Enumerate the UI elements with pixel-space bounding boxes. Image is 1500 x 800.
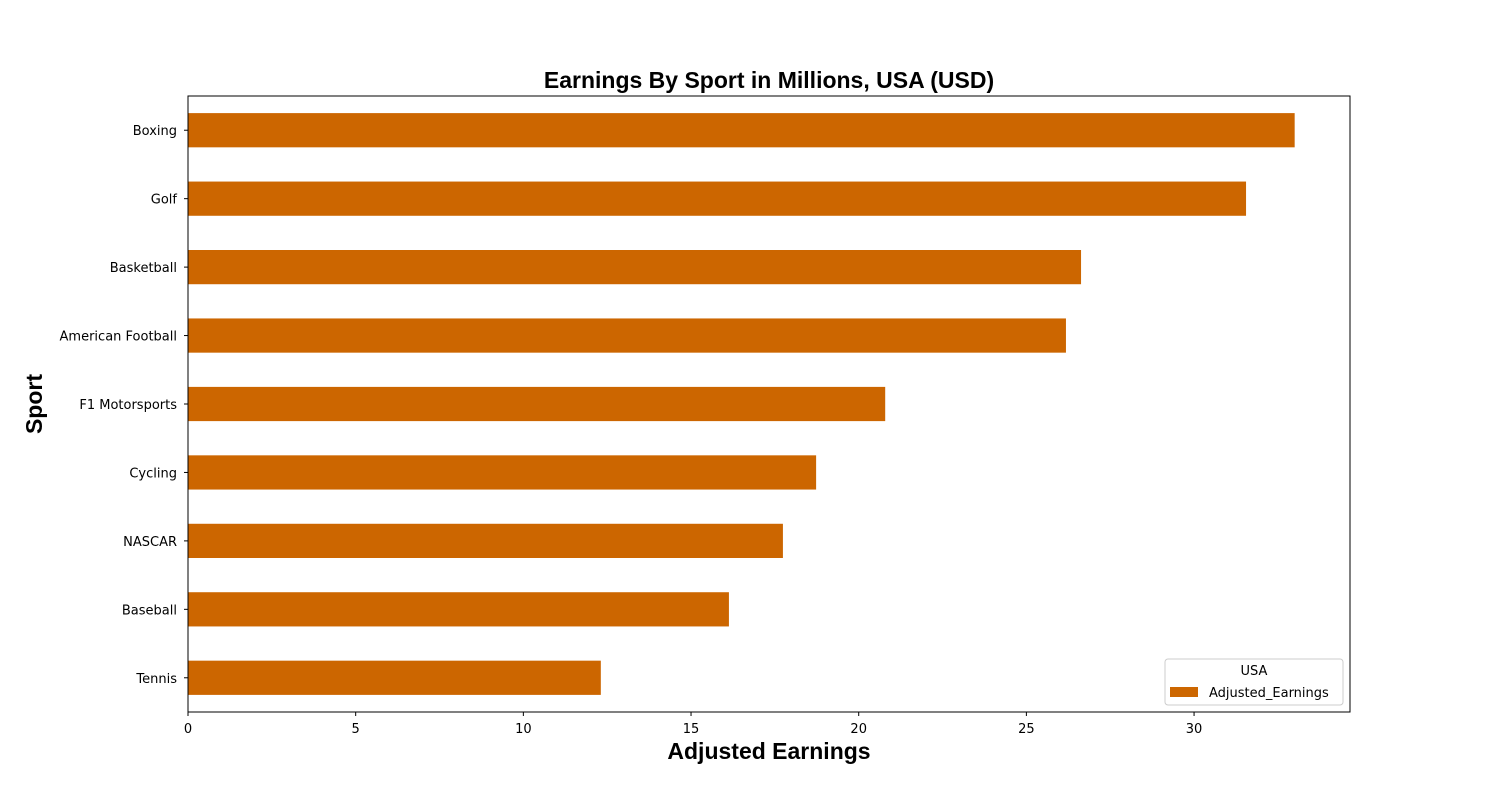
y-tick-label: Baseball — [122, 603, 177, 618]
y-tick-label: F1 Motorsports — [79, 398, 177, 413]
legend-entry-label: Adjusted_Earnings — [1209, 686, 1329, 701]
y-tick-label: American Football — [60, 330, 177, 345]
chart-title: Earnings By Sport in Millions, USA (USD) — [544, 67, 994, 93]
x-tick-label: 15 — [683, 722, 700, 737]
y-tick-label: Golf — [151, 193, 178, 208]
legend-title: USA — [1241, 664, 1268, 679]
legend-box — [1164, 658, 1344, 706]
x-tick-label: 0 — [184, 722, 192, 737]
bar-tennis — [188, 660, 601, 695]
y-tick-label: Tennis — [135, 672, 177, 687]
bars-group — [188, 113, 1295, 695]
y-ticks-group: Boxing Golf Basketball American Football F1 … — [60, 124, 188, 687]
x-ticks-group: 0 5 10 15 20 25 30 — [184, 712, 1202, 737]
x-tick-label: 25 — [1018, 722, 1035, 737]
bar-baseball — [188, 592, 729, 627]
x-tick-label: 10 — [515, 722, 532, 737]
x-tick-label: 20 — [850, 722, 867, 737]
x-tick-label: 5 — [352, 722, 360, 737]
x-tick-label: 30 — [1186, 722, 1203, 737]
bar-golf — [188, 181, 1247, 216]
y-axis-label: Sport — [21, 374, 47, 434]
legend: USA Adjusted_Earnings — [1164, 658, 1344, 706]
x-axis-label: Adjusted Earnings — [667, 738, 870, 764]
plot-frame — [187, 95, 1351, 713]
y-tick-label: NASCAR — [123, 535, 177, 550]
bar-basketball — [188, 250, 1082, 285]
bar-nascar — [188, 523, 783, 558]
bar-american-football — [188, 318, 1066, 353]
bar-f1-motorsports — [188, 386, 886, 422]
y-tick-label: Basketball — [110, 261, 177, 276]
y-tick-label: Cycling — [129, 466, 177, 481]
bar-boxing — [188, 113, 1295, 148]
y-tick-label: Boxing — [133, 124, 177, 139]
legend-swatch — [1170, 687, 1198, 697]
bar-cycling — [188, 455, 817, 490]
